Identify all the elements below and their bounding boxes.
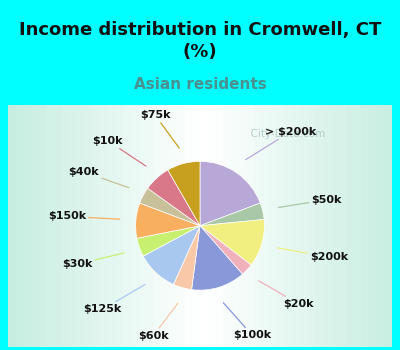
Bar: [377, 105, 384, 346]
Bar: [323, 105, 330, 346]
Wedge shape: [136, 203, 200, 238]
Bar: [62, 105, 70, 346]
Text: $200k: $200k: [278, 248, 348, 262]
Bar: [246, 105, 254, 346]
Text: > $200k: > $200k: [246, 127, 316, 160]
Bar: [269, 105, 277, 346]
Bar: [300, 105, 308, 346]
Bar: [39, 105, 46, 346]
Bar: [254, 105, 262, 346]
Bar: [54, 105, 62, 346]
Bar: [231, 105, 238, 346]
Bar: [131, 105, 138, 346]
Text: $40k: $40k: [68, 167, 129, 188]
Wedge shape: [168, 161, 200, 226]
Wedge shape: [192, 226, 242, 290]
Wedge shape: [200, 161, 260, 226]
Bar: [154, 105, 162, 346]
Bar: [354, 105, 361, 346]
Wedge shape: [143, 226, 200, 285]
Bar: [85, 105, 92, 346]
Bar: [223, 105, 231, 346]
Text: $150k: $150k: [48, 211, 120, 222]
Bar: [77, 105, 85, 346]
Bar: [46, 105, 54, 346]
Text: $20k: $20k: [259, 281, 314, 309]
Wedge shape: [140, 188, 200, 226]
Bar: [162, 105, 169, 346]
Bar: [177, 105, 185, 346]
Bar: [146, 105, 154, 346]
Wedge shape: [148, 170, 200, 226]
Text: $75k: $75k: [140, 110, 179, 148]
Bar: [16, 105, 23, 346]
Wedge shape: [200, 203, 264, 226]
Wedge shape: [174, 226, 200, 289]
Bar: [262, 105, 269, 346]
Text: $50k: $50k: [278, 195, 342, 208]
Bar: [208, 105, 215, 346]
Wedge shape: [200, 219, 264, 265]
Bar: [200, 105, 208, 346]
Bar: [384, 105, 392, 346]
Text: Income distribution in Cromwell, CT
(%): Income distribution in Cromwell, CT (%): [19, 21, 381, 61]
Text: $100k: $100k: [223, 303, 271, 340]
Bar: [284, 105, 292, 346]
Text: $60k: $60k: [138, 303, 178, 341]
Bar: [116, 105, 123, 346]
Text: $125k: $125k: [84, 285, 145, 314]
Bar: [192, 105, 200, 346]
Bar: [92, 105, 100, 346]
Bar: [138, 105, 146, 346]
Bar: [108, 105, 116, 346]
Bar: [292, 105, 300, 346]
Bar: [31, 105, 39, 346]
Bar: [277, 105, 284, 346]
Bar: [215, 105, 223, 346]
Bar: [8, 105, 16, 346]
Bar: [169, 105, 177, 346]
Bar: [123, 105, 131, 346]
Text: $30k: $30k: [62, 253, 124, 269]
Bar: [238, 105, 246, 346]
Bar: [23, 105, 31, 346]
Bar: [361, 105, 369, 346]
Text: Asian residents: Asian residents: [134, 77, 266, 92]
Text: City-Data.com: City-Data.com: [244, 129, 325, 139]
Bar: [315, 105, 323, 346]
Bar: [100, 105, 108, 346]
Bar: [70, 105, 77, 346]
Wedge shape: [200, 226, 251, 274]
Bar: [330, 105, 338, 346]
Bar: [369, 105, 377, 346]
Bar: [338, 105, 346, 346]
Bar: [346, 105, 354, 346]
Bar: [308, 105, 315, 346]
Bar: [185, 105, 192, 346]
Wedge shape: [137, 226, 200, 256]
Text: $10k: $10k: [93, 136, 146, 166]
